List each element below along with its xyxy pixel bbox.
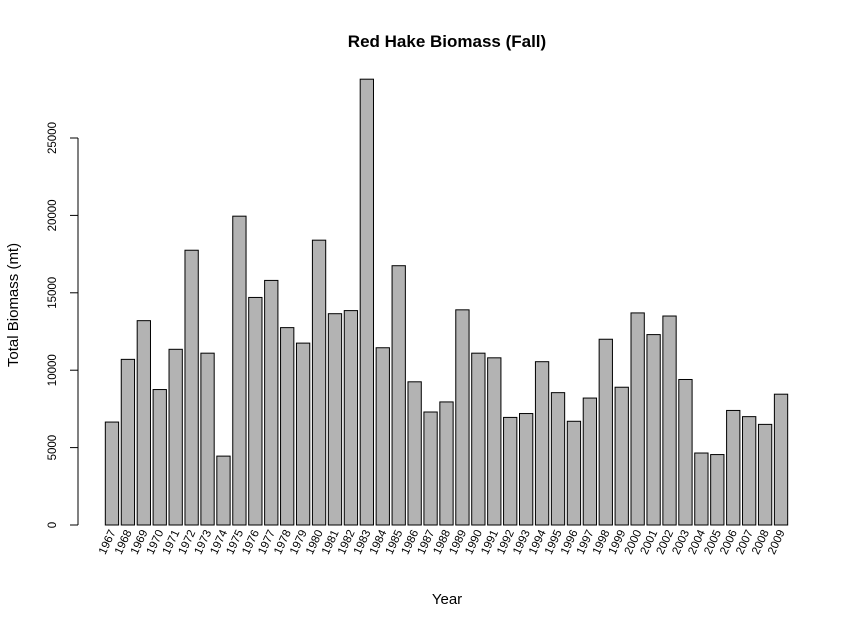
bar-2007 bbox=[742, 416, 757, 526]
bar-1987 bbox=[423, 411, 438, 526]
bar-1974 bbox=[216, 455, 231, 526]
bar-2000 bbox=[630, 312, 645, 526]
bar-1982 bbox=[343, 310, 359, 526]
bar-2006 bbox=[726, 409, 741, 526]
bars-group bbox=[104, 78, 789, 526]
bar-1992 bbox=[503, 416, 518, 526]
bar-1985 bbox=[391, 265, 406, 526]
bar-1986 bbox=[407, 381, 422, 526]
y-tick-label: 25000 bbox=[47, 122, 59, 154]
bar-1970 bbox=[152, 389, 167, 526]
chart-title: Red Hake Biomass (Fall) bbox=[348, 32, 546, 51]
bar-1967 bbox=[104, 421, 120, 526]
y-axis-label: Total Biomass (mt) bbox=[5, 243, 22, 367]
y-tick-label: 20000 bbox=[47, 199, 59, 231]
bar-1988 bbox=[439, 401, 454, 526]
x-axis-label: Year bbox=[432, 591, 462, 608]
bar-2001 bbox=[646, 334, 661, 526]
y-tick-label: 5000 bbox=[47, 435, 59, 461]
x-axis-tick-labels: 1967196819691970197119721973197419751976… bbox=[97, 528, 788, 557]
bar-1996 bbox=[566, 420, 582, 526]
bar-1990 bbox=[471, 352, 486, 526]
bar-2009 bbox=[773, 393, 789, 526]
y-tick-label: 10000 bbox=[47, 354, 59, 386]
bar-1980 bbox=[311, 239, 327, 526]
y-tick-label: 0 bbox=[47, 522, 59, 528]
bar-1979 bbox=[295, 342, 311, 526]
bar-1971 bbox=[168, 348, 183, 526]
y-tick-label: 15000 bbox=[47, 277, 59, 309]
bar-1973 bbox=[200, 352, 215, 526]
bar-2005 bbox=[710, 454, 725, 526]
bar-1969 bbox=[136, 320, 151, 526]
bar-1968 bbox=[120, 358, 136, 526]
bar-2004 bbox=[694, 452, 709, 526]
bar-1997 bbox=[582, 397, 598, 526]
bar-1976 bbox=[248, 296, 263, 526]
y-axis-ticks: 0 5000 10000 15000 20000 25000 bbox=[47, 122, 78, 528]
bar-1994 bbox=[534, 361, 550, 526]
bar-2002 bbox=[662, 315, 677, 526]
bar-1978 bbox=[280, 327, 295, 526]
bar-1977 bbox=[264, 279, 279, 526]
bar-2008 bbox=[757, 423, 773, 526]
bar-1998 bbox=[598, 338, 613, 526]
bar-1981 bbox=[327, 313, 343, 526]
bar-1972 bbox=[184, 249, 199, 526]
bar-1993 bbox=[519, 413, 534, 526]
bar-1989 bbox=[455, 309, 470, 526]
bar-1995 bbox=[550, 392, 566, 526]
bar-1975 bbox=[232, 215, 247, 526]
bar-1999 bbox=[614, 386, 629, 526]
bar-2003 bbox=[678, 378, 693, 526]
bar-1984 bbox=[375, 347, 390, 526]
bar-1983 bbox=[359, 78, 374, 526]
bar-1991 bbox=[487, 357, 502, 526]
